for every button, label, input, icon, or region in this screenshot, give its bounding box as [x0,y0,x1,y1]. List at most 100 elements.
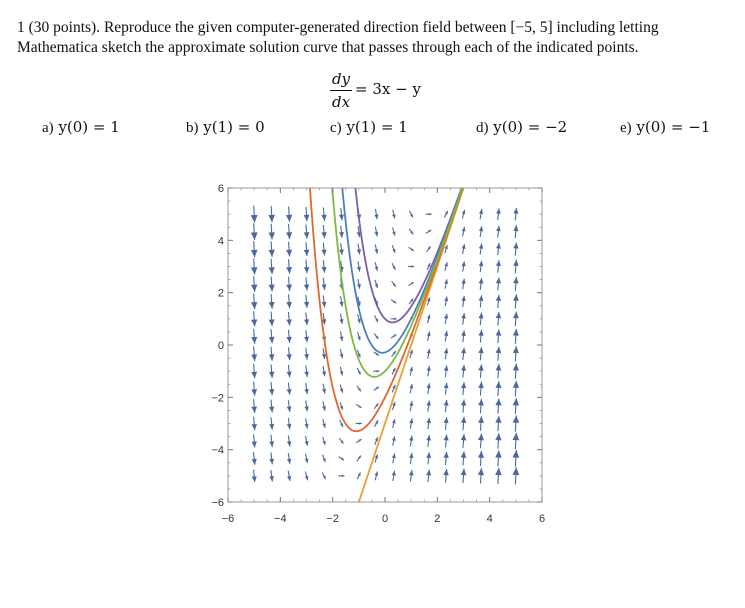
solution-curve [354,188,463,324]
field-arrow-head [286,249,293,257]
field-arrow-head [392,350,396,355]
field-arrow-head [286,441,292,447]
field-arrow-head [322,406,326,411]
field-arrow-head [460,434,467,441]
field-arrow-head [478,226,484,232]
field-arrow-head [356,231,362,238]
field-arrow-head [460,451,467,458]
fraction-bar [330,90,352,91]
part-c-condition: y(1) = 1 [346,118,408,136]
field-arrow-head [460,468,467,476]
field-arrow-head [375,318,378,323]
field-arrow-head [251,371,258,379]
field-arrow-head [251,301,258,310]
field-arrow-head [356,284,361,289]
field-arrow-head [251,389,258,396]
field-arrow-head [250,249,258,258]
field-arrow-head [269,423,275,430]
field-arrow-head [357,318,361,324]
field-arrow-head [409,213,413,218]
field-arrow-head [409,452,414,459]
field-arrow-head [461,226,466,232]
field-arrow-head [339,388,344,393]
field-arrow-head [427,246,431,250]
field-arrow-head [322,388,327,394]
field-arrow-head [392,248,396,253]
field-arrow-head [358,405,362,408]
field-arrow-head [251,336,258,344]
field-arrow-head [374,214,379,220]
field-arrow-head [495,467,502,476]
field-arrow-head [444,210,448,215]
field-arrow-head [444,313,449,319]
field-arrow-head [409,366,414,372]
field-arrow-head [251,476,257,483]
field-arrow-head [392,214,396,219]
field-arrow-head [374,471,379,476]
field-arrow-head [443,417,449,424]
field-arrow-head [376,369,380,373]
field-arrow-head [495,277,502,284]
field-arrow-head [341,474,345,478]
field-arrow-head [513,242,519,249]
field-arrow-head [427,263,431,267]
field-arrow-head [512,432,520,441]
y-tick-label: −6 [211,497,224,509]
field-arrow-head [426,417,431,424]
field-arrow-head [426,469,432,476]
field-arrow-head [322,458,326,463]
field-arrow-head [374,437,378,442]
field-arrow-head [304,354,309,360]
field-arrow-head [322,423,326,428]
field-arrow-head [374,283,379,289]
field-arrow-head [321,266,327,273]
solution-curve [341,188,464,354]
field-arrow-head [375,386,379,390]
field-arrow-head [495,398,502,406]
field-arrow-head [478,381,484,389]
field-arrow-head [394,317,397,321]
field-arrow-head [460,382,467,389]
field-arrow-head [268,319,275,327]
x-tick-label: 4 [487,513,493,525]
field-arrow-head [428,229,432,233]
field-arrow-head [304,406,309,412]
field-arrow-head [340,457,345,461]
field-arrow-head [426,366,431,371]
field-arrow-head [478,347,484,354]
field-arrow-head [512,380,520,389]
field-arrow-head [426,331,431,337]
field-arrow-head [426,348,431,354]
field-arrow-head [461,278,466,284]
field-arrow-head [477,450,485,458]
field-arrow-head [478,416,484,423]
field-arrow-head [269,476,274,482]
field-arrow-head [286,267,293,274]
x-tick-label: 6 [539,513,545,525]
field-arrow-head [359,422,362,425]
field-arrow-head [286,354,292,361]
field-arrow-head [410,248,414,251]
field-arrow-head [410,231,414,235]
part-a-label: a) [42,120,54,136]
field-arrow-head [250,267,258,275]
fraction-numerator: dy [331,70,351,88]
field-arrow-head [250,284,258,292]
field-arrow-head [427,297,431,302]
field-arrow-head [461,244,466,249]
field-arrow-head [303,266,310,274]
field-arrow-head [513,225,519,232]
field-arrow-head [251,441,257,448]
field-arrow-head [303,232,310,239]
field-arrow-head [478,398,484,406]
part-c: c) y(1) = 1 [330,118,408,137]
part-d-label: d) [476,120,489,136]
field-arrow-head [286,214,293,222]
field-arrow-head [269,406,275,413]
field-arrow-head [251,406,258,413]
field-arrow-head [409,401,414,406]
field-arrow-head [268,389,275,396]
field-arrow-head [286,423,292,430]
part-b: b) y(1) = 0 [186,118,265,137]
field-arrow-head [321,249,327,256]
